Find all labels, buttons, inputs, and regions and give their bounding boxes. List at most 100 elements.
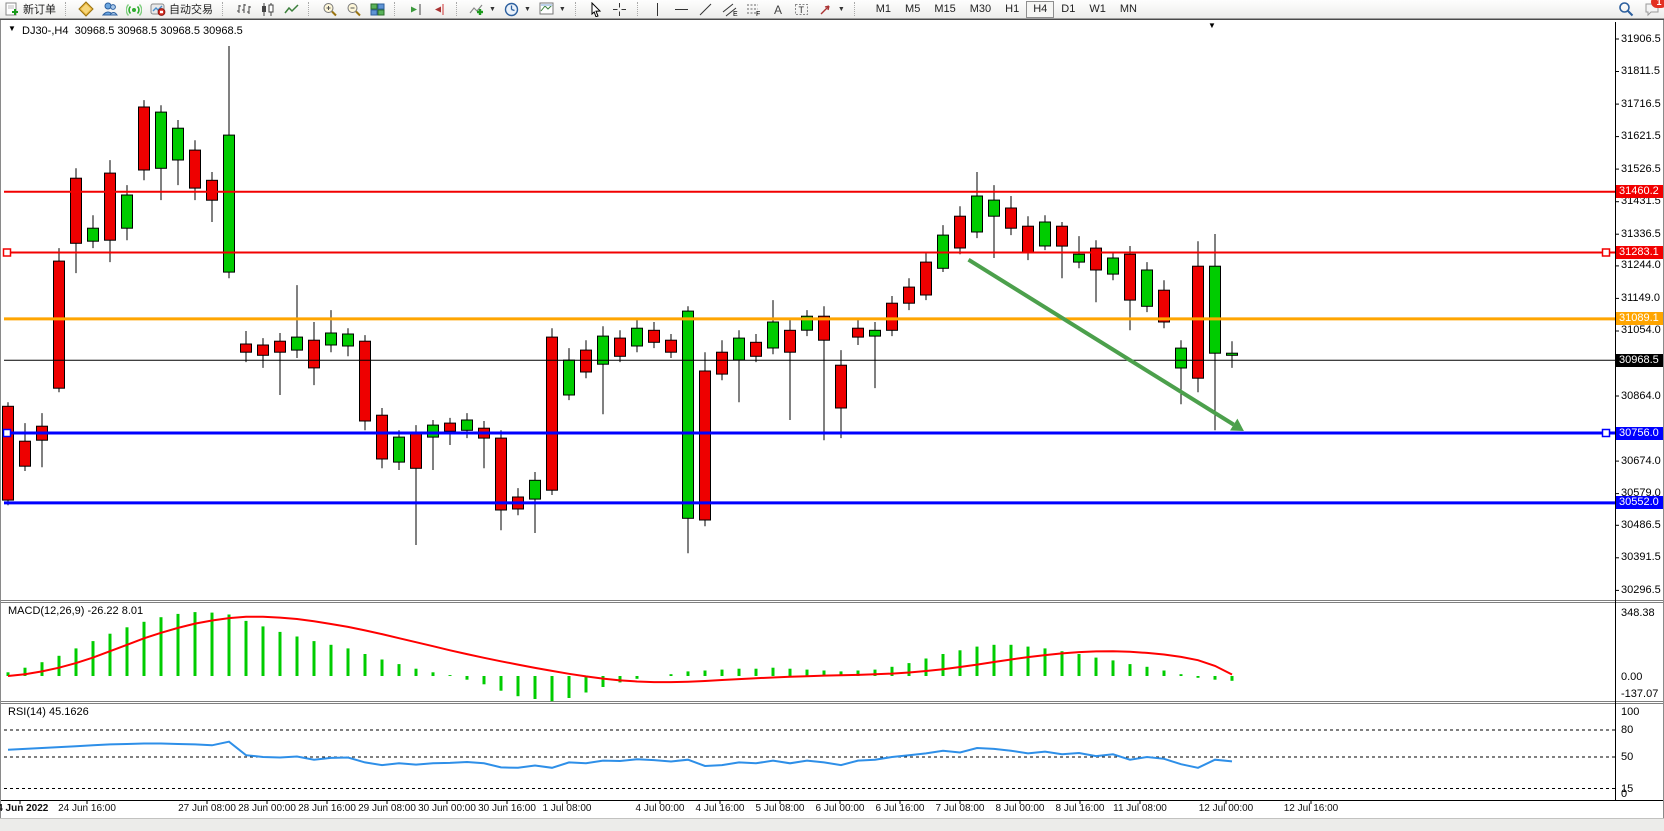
notifications-chat-icon[interactable]: 1: [1644, 0, 1664, 17]
chart-dropdown-icon[interactable]: ▼: [8, 24, 16, 33]
tile-windows-icon: [369, 1, 385, 17]
candle-body: [138, 106, 150, 171]
timeframe-W1[interactable]: W1: [1089, 2, 1106, 15]
candle-body: [954, 215, 966, 249]
time-axis-label: 11 Jul 08:00: [1113, 803, 1167, 814]
candle-body: [1141, 269, 1153, 307]
indicators-button[interactable]: ▼: [465, 1, 500, 18]
candle-body: [308, 339, 320, 369]
text-icon: A: [770, 1, 786, 17]
templates-icon: [539, 1, 555, 17]
line-handle[interactable]: [1601, 428, 1611, 438]
candle-body: [427, 424, 439, 438]
price-tick-label: 30864.0: [1621, 389, 1661, 402]
timeframe-M5[interactable]: M5: [905, 2, 921, 15]
candle-body: [597, 335, 609, 365]
price-level-badge: 30968.5: [1616, 353, 1663, 367]
candle-body: [1090, 247, 1102, 271]
timeframe-H4[interactable]: H4: [1026, 0, 1055, 18]
channel-tool-button[interactable]: E: [718, 1, 742, 18]
autotrading-label: 自动交易: [169, 4, 213, 16]
new-order-button[interactable]: 新订单: [0, 1, 60, 18]
candle-body: [529, 479, 541, 500]
scroll-end-marker-icon[interactable]: ▼: [1208, 21, 1216, 30]
autoscroll-button[interactable]: [403, 1, 427, 18]
vertical-line-tool-button[interactable]: [646, 1, 670, 18]
macd-title: MACD(12,26,9) -26.22 8.01: [8, 605, 144, 617]
candle-body: [342, 333, 354, 347]
line-chart-icon: [283, 1, 299, 17]
svg-text:A: A: [774, 3, 782, 17]
search-icon[interactable]: [1618, 1, 1634, 17]
time-axis-label: 24 Jun 2022: [0, 803, 49, 814]
fibonacci-tool-button[interactable]: F: [742, 1, 766, 18]
zoom-out-button[interactable]: [341, 1, 365, 18]
community-button[interactable]: [98, 1, 122, 18]
signals-broadcast-icon: [126, 1, 142, 17]
trend-arrow[interactable]: [967, 258, 1235, 427]
price-tick-label: 31811.5: [1621, 65, 1660, 78]
horizontal-line-icon: [674, 1, 690, 17]
timeframe-H1[interactable]: H1: [1005, 2, 1020, 15]
timeframe-M15[interactable]: M15: [934, 2, 956, 15]
autotrading-button[interactable]: 自动交易: [146, 1, 217, 18]
metaeditor-button[interactable]: [74, 1, 98, 18]
timeframe-M1[interactable]: M1: [875, 2, 892, 15]
horizontal-line-tool-button[interactable]: [670, 1, 694, 18]
candle-body: [1039, 221, 1051, 247]
candle-body: [920, 261, 932, 296]
line-handle[interactable]: [2, 428, 12, 438]
candle-body: [19, 440, 31, 467]
candle-body: [784, 329, 796, 353]
line-handle[interactable]: [2, 248, 12, 257]
chevron-down-icon: ▼: [837, 5, 845, 13]
timeframe-MN[interactable]: MN: [1119, 2, 1137, 15]
periods-button[interactable]: ▼: [500, 1, 535, 18]
rsi-axis-label: 50: [1621, 751, 1634, 763]
candle-body: [1226, 352, 1238, 356]
toolbar-separator: [456, 2, 462, 16]
price-tick-label: 31621.5: [1621, 130, 1661, 143]
candlestick-chart-button[interactable]: [255, 1, 279, 18]
crosshair-tool-button[interactable]: [608, 1, 632, 18]
equidistant-channel-icon: E: [722, 1, 738, 17]
time-axis-label: 6 Jul 16:00: [875, 803, 925, 814]
price-tick-label: 30579.0: [1621, 487, 1661, 500]
price-level-badge: 31283.1: [1616, 245, 1663, 259]
chat-badge: 1: [1651, 0, 1664, 8]
time-axis-label: 4 Jul 16:00: [695, 803, 745, 814]
rsi-axis-label: 0: [1621, 788, 1628, 800]
chart-shift-button[interactable]: [427, 1, 451, 18]
candle-body: [886, 302, 898, 331]
timeframe-group: M1 M5 M15 M30 H1 H4 D1 W1 MN: [869, 0, 1144, 18]
candle-body: [189, 149, 201, 189]
price-level-badge: 30756.0: [1616, 426, 1663, 440]
line-chart-button[interactable]: [279, 1, 303, 18]
templates-button[interactable]: ▼: [535, 1, 570, 18]
text-tool-button[interactable]: A: [766, 1, 790, 18]
signals-button[interactable]: [122, 1, 146, 18]
timeframe-D1[interactable]: D1: [1061, 2, 1076, 15]
bar-chart-button[interactable]: [231, 1, 255, 18]
fibonacci-icon: F: [746, 1, 762, 17]
arrows-tool-button[interactable]: ▼: [814, 1, 849, 18]
candle-body: [393, 436, 405, 463]
toolbar-separator: [65, 2, 71, 16]
trendline-tool-button[interactable]: [694, 1, 718, 18]
zoom-in-button[interactable]: [317, 1, 341, 18]
toolbar-separator: [222, 2, 228, 16]
price-tick-label: 31054.0: [1621, 324, 1661, 337]
timeframe-M30[interactable]: M30: [969, 2, 992, 15]
candle-body: [801, 315, 813, 331]
line-handle[interactable]: [1601, 248, 1611, 257]
candle-body: [903, 286, 915, 304]
vertical-line-icon: [650, 1, 666, 17]
text-label-tool-button[interactable]: T: [790, 1, 814, 18]
metaeditor-diamond-icon: [78, 1, 94, 17]
trend-arrow-head[interactable]: [1230, 418, 1244, 431]
tile-windows-button[interactable]: [365, 1, 389, 18]
candle-body: [495, 437, 507, 511]
cursor-tool-button[interactable]: [584, 1, 608, 18]
time-axis-label: 8 Jul 16:00: [1055, 803, 1105, 814]
